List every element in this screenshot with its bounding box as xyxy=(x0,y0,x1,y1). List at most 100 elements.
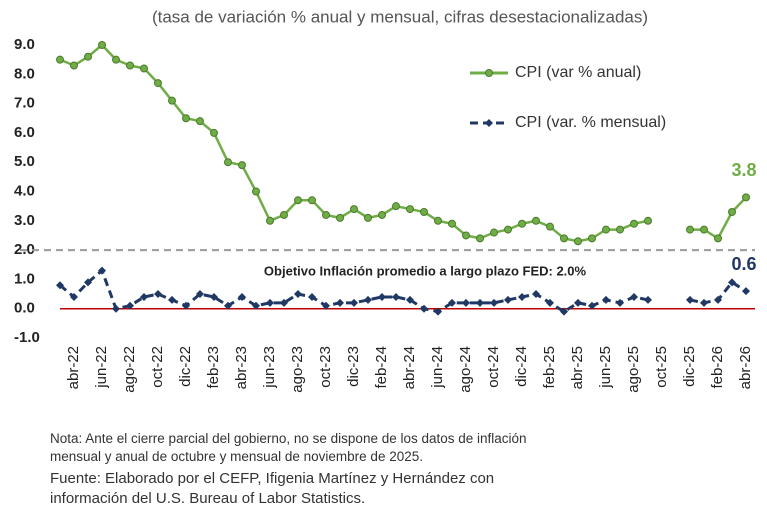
point xyxy=(518,292,526,301)
point xyxy=(532,290,540,299)
legend-label: CPI (var % anual) xyxy=(515,64,641,81)
point xyxy=(168,96,176,105)
point xyxy=(574,298,582,307)
point xyxy=(476,234,484,243)
point xyxy=(84,278,92,287)
note-line: Nota: Ante el cierre parcial del gobiern… xyxy=(50,431,527,446)
x-tick-label: feb-26 xyxy=(709,346,726,389)
point xyxy=(70,61,78,70)
x-tick-label: ago-22 xyxy=(121,346,138,393)
point xyxy=(378,210,386,219)
point xyxy=(196,117,204,126)
point xyxy=(504,225,512,234)
point xyxy=(140,292,148,301)
point xyxy=(182,301,190,310)
x-tick-label: ago-24 xyxy=(457,346,474,393)
x-tick-label: ago-23 xyxy=(289,346,306,393)
y-tick-label: 4.0 xyxy=(14,182,35,199)
source: Fuente: Elaborado por el CEFP, Ifigenia … xyxy=(50,469,494,509)
legend-label: CPI (var. % mensual) xyxy=(515,114,666,131)
point xyxy=(742,287,750,296)
point xyxy=(742,193,750,202)
x-tick-label: abr-23 xyxy=(233,346,250,389)
point xyxy=(280,298,288,307)
y-tick-label: 6.0 xyxy=(14,124,35,141)
point xyxy=(182,114,190,123)
x-tick-label: oct-23 xyxy=(317,346,334,388)
point xyxy=(322,301,330,310)
source-line: Fuente: Elaborado por el CEFP, Ifigenia … xyxy=(50,470,495,487)
point xyxy=(266,216,274,225)
x-tick-label: feb-23 xyxy=(205,346,222,389)
x-tick-label: oct-25 xyxy=(653,346,670,388)
point xyxy=(336,213,344,222)
point xyxy=(546,222,554,231)
series-line xyxy=(59,43,747,243)
point xyxy=(238,161,246,170)
point xyxy=(485,69,493,77)
point xyxy=(126,301,134,310)
x-tick-label: oct-22 xyxy=(149,346,166,388)
point xyxy=(630,219,638,228)
point xyxy=(294,196,302,205)
point xyxy=(210,128,218,137)
y-tick-label: -1.0 xyxy=(14,329,40,346)
x-tick-label: dic-24 xyxy=(513,346,530,387)
point xyxy=(280,210,288,219)
point xyxy=(84,52,92,61)
point xyxy=(518,219,526,228)
point xyxy=(420,208,428,217)
point xyxy=(56,55,64,64)
x-tick-label: dic-25 xyxy=(681,346,698,387)
point xyxy=(728,278,736,287)
point xyxy=(602,295,610,304)
point xyxy=(98,41,106,49)
point xyxy=(392,292,400,301)
point xyxy=(476,298,484,307)
point xyxy=(602,225,610,234)
point xyxy=(448,298,456,307)
point xyxy=(56,281,64,290)
point xyxy=(546,298,554,307)
x-tick-label: feb-25 xyxy=(541,346,558,389)
chart: (tasa de variación % anual y mensual, ci… xyxy=(14,7,757,393)
point xyxy=(308,196,316,205)
point xyxy=(700,225,708,234)
chart-subtitle: (tasa de variación % anual y mensual, ci… xyxy=(152,7,648,26)
point xyxy=(252,187,260,196)
point xyxy=(714,295,722,304)
point xyxy=(294,290,302,299)
point xyxy=(686,225,694,234)
y-tick-label: 8.0 xyxy=(14,65,35,82)
x-tick-label: feb-24 xyxy=(373,346,390,389)
source-line: información del U.S. Bureau of Labor Sta… xyxy=(50,490,366,507)
point xyxy=(728,208,736,217)
point xyxy=(420,304,428,313)
x-tick-label: jun-24 xyxy=(429,346,446,389)
x-tick-label: jun-22 xyxy=(93,346,110,389)
x-tick-label: abr-22 xyxy=(65,346,82,389)
point xyxy=(224,158,232,167)
point xyxy=(532,216,540,225)
point xyxy=(168,295,176,304)
note-line: mensual y anual de octubre y mensual de … xyxy=(50,449,423,464)
point xyxy=(588,234,596,243)
point xyxy=(322,210,330,219)
x-tick-label: jun-23 xyxy=(261,346,278,389)
point xyxy=(560,234,568,243)
point xyxy=(112,55,120,64)
point xyxy=(336,298,344,307)
point xyxy=(238,292,246,301)
point xyxy=(462,298,470,307)
point xyxy=(700,298,708,307)
point xyxy=(714,234,722,243)
y-tick-label: 9.0 xyxy=(14,36,35,53)
point xyxy=(392,202,400,211)
point xyxy=(350,298,358,307)
point xyxy=(252,301,260,310)
point xyxy=(448,219,456,228)
point xyxy=(364,295,372,304)
y-tick-label: 1.0 xyxy=(14,270,35,287)
point xyxy=(224,301,232,310)
